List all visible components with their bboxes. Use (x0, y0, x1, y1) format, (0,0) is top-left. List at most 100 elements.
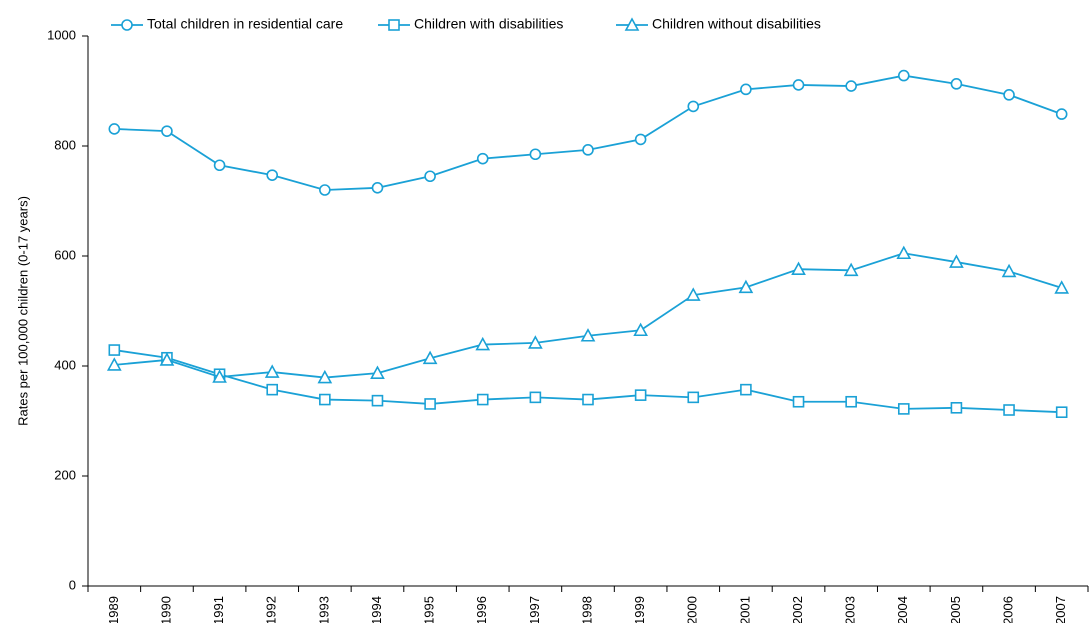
x-tick-label: 2003 (843, 596, 858, 623)
data-point (108, 123, 121, 135)
y-tick-label: 600 (54, 247, 76, 262)
ticks: 0 200 400 600 800 1000 1989 1990 1991 1992 1993 199… (47, 27, 1089, 623)
x-tick-label: 1994 (369, 596, 384, 623)
data-point (687, 100, 700, 113)
data-point (475, 336, 491, 351)
series-circle (108, 69, 1068, 196)
x-tick-label: 1992 (264, 596, 279, 623)
legend-label: Children without disabilities (652, 16, 821, 32)
y-tick-label: 800 (54, 137, 76, 152)
x-tick-label: 2004 (895, 596, 910, 623)
data-point (845, 80, 857, 92)
series-square (108, 344, 1068, 419)
legend-marker (388, 19, 400, 31)
data-point (371, 394, 384, 407)
y-tick-label: 1000 (47, 27, 76, 42)
data-point (896, 245, 912, 260)
data-point (580, 328, 596, 342)
data-point (371, 182, 384, 194)
data-point (950, 401, 963, 414)
data-point (370, 365, 385, 379)
legend-item: Total children in residential care (111, 16, 343, 32)
data-point (108, 344, 121, 356)
data-point (1055, 108, 1068, 120)
data-point (319, 393, 331, 406)
data-point (685, 287, 701, 301)
legend-marker (121, 19, 133, 31)
data-point (424, 398, 436, 410)
legend-marker (624, 17, 640, 31)
x-tick-label: 1997 (527, 596, 542, 623)
legend-item: Children with disabilities (378, 16, 563, 32)
data-point (319, 184, 331, 196)
x-tick-label: 2002 (790, 596, 805, 623)
data-point (582, 144, 594, 156)
data-point (634, 389, 647, 401)
data-point (1001, 263, 1017, 278)
data-point (740, 83, 752, 96)
data-point (1054, 280, 1070, 294)
x-tick-label: 1990 (158, 596, 173, 623)
data-point (529, 148, 542, 161)
x-tick-label: 1998 (579, 596, 594, 623)
data-point (476, 393, 489, 406)
data-point (424, 170, 436, 183)
data-point (1003, 89, 1015, 101)
data-point (266, 169, 279, 181)
x-tick-label: 2005 (948, 596, 963, 623)
x-tick-label: 1995 (422, 596, 437, 623)
data-point (897, 403, 910, 415)
y-tick-label: 400 (54, 357, 76, 372)
data-point (634, 133, 647, 146)
data-point (317, 369, 333, 384)
series-triangle (106, 245, 1070, 384)
data-point (1055, 406, 1068, 419)
data-point (106, 357, 122, 371)
data-point (264, 364, 280, 378)
data-point (949, 254, 964, 268)
y-tick-label: 0 (69, 577, 76, 592)
data-point (740, 383, 752, 396)
data-point (845, 395, 857, 408)
data-point (687, 391, 700, 404)
data-point (266, 383, 279, 396)
data-point (738, 279, 754, 294)
data-point (582, 393, 594, 406)
x-tick-label: 2000 (685, 596, 700, 623)
data-point (791, 261, 806, 276)
x-tick-label: 1996 (474, 596, 489, 623)
legend-label: Children with disabilities (414, 16, 563, 32)
data-point (633, 322, 648, 337)
data-point (159, 352, 175, 366)
series-line (114, 74, 1062, 191)
data-point (528, 335, 543, 349)
data-point (161, 125, 173, 137)
y-axis-title: Rates per 100,000 children (0-17 years) (15, 196, 30, 426)
data-point (1003, 404, 1015, 416)
legend-label: Total children in residential care (147, 16, 343, 32)
x-tick-label: 2001 (737, 596, 752, 623)
data-point (476, 152, 489, 165)
x-tick-label: 1989 (106, 596, 121, 623)
data-point (950, 78, 963, 90)
x-tick-label: 2006 (1000, 596, 1015, 623)
data-point (212, 369, 227, 383)
data-point (843, 262, 859, 277)
series-line (114, 252, 1062, 379)
data-point (529, 391, 542, 404)
legend-item: Children without disabilities (616, 16, 821, 32)
data-point (213, 159, 226, 172)
x-tick-label: 1999 (632, 596, 647, 623)
x-tick-label: 2007 (1053, 596, 1068, 623)
data-point (897, 69, 910, 82)
axes: Rates per 100,000 children (0-17 years) (15, 36, 1088, 587)
data-point (792, 79, 805, 91)
legend: Total children in residential care Childr… (111, 16, 821, 32)
x-tick-label: 1991 (211, 596, 226, 623)
y-tick-label: 200 (54, 467, 76, 482)
data-point (422, 350, 438, 365)
data-point (792, 395, 805, 408)
x-tick-label: 1993 (316, 596, 331, 623)
